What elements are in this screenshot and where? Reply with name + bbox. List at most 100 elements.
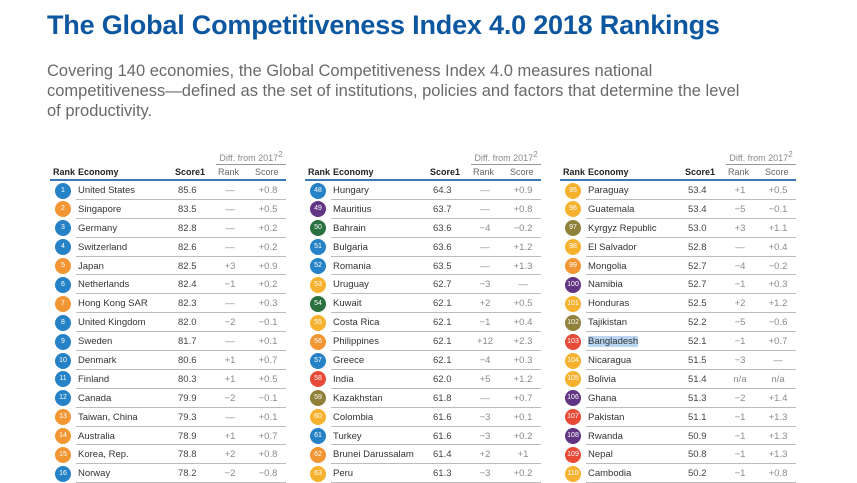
rank-badge: 109	[565, 446, 581, 463]
score-value: 63.5	[433, 260, 452, 272]
rank-badge: 13	[55, 409, 71, 426]
economy-name: Romania	[333, 260, 372, 272]
rank-change: +5	[479, 373, 491, 385]
score-value: 53.4	[688, 203, 707, 215]
rank-badge: 57	[310, 352, 326, 369]
rank-change: −2	[224, 468, 236, 480]
row-divider	[331, 274, 541, 276]
table-row: 95 Paraguay 53.4 +1 +0.5	[560, 181, 796, 200]
score-change: +0.5	[258, 373, 278, 385]
economy-name: Guatemala	[588, 203, 635, 215]
score-value: 80.3	[178, 373, 197, 385]
score-value: 52.8	[688, 241, 707, 253]
row-divider	[586, 350, 796, 352]
score-change: +2.3	[513, 336, 533, 348]
score-value: 52.7	[688, 279, 707, 291]
row-divider	[76, 293, 286, 295]
score-value: 53.0	[688, 222, 707, 234]
score-value: 50.2	[688, 468, 707, 480]
header-diff-rank: Rank	[473, 167, 495, 177]
economy-name: Honduras	[588, 298, 630, 310]
economy-name: Uruguay	[333, 279, 369, 291]
rank-badge: 110	[565, 465, 581, 482]
row-divider	[586, 293, 796, 295]
row-divider	[76, 463, 286, 465]
score-value: 61.6	[433, 430, 452, 442]
rank-badge: 106	[565, 390, 581, 407]
score-change: +1.3	[768, 411, 788, 423]
row-divider	[586, 255, 796, 257]
economy-name: Korea, Rep.	[78, 449, 129, 461]
table-row: 11 Finland 80.3 +1 +0.5	[50, 370, 286, 389]
rank-change: −1	[734, 430, 746, 442]
header-score: Score1	[685, 167, 716, 177]
rank-badge: 3	[55, 220, 71, 237]
score-change: +0.4	[513, 317, 533, 329]
table-row: 52 Romania 63.5 — +1.3	[305, 257, 541, 276]
economy-name: Bulgaria	[333, 241, 368, 253]
economy-name: Kazakhstan	[333, 392, 383, 404]
rank-change: −1	[479, 317, 491, 329]
header-diff-score: Score	[510, 167, 534, 177]
score-value: 61.6	[433, 411, 452, 423]
row-divider	[331, 406, 541, 408]
score-change: +0.8	[258, 185, 278, 196]
table-row: 99 Mongolia 52.7 −4 −0.2	[560, 257, 796, 276]
header-diff-rank: Rank	[218, 167, 240, 177]
score-change: +1.4	[768, 392, 788, 404]
economy-name: Colombia	[333, 411, 374, 423]
rank-change: —	[480, 203, 490, 215]
score-change: +0.2	[258, 222, 278, 234]
table-row: 8 United Kingdom 82.0 −2 −0.1	[50, 313, 286, 333]
score-value: 78.2	[178, 468, 197, 480]
rank-change: +2	[224, 449, 236, 461]
rank-badge: 6	[55, 276, 71, 293]
score-change: +1.2	[768, 298, 788, 310]
score-change: +0.5	[768, 185, 788, 196]
rank-badge: 2	[55, 201, 71, 218]
row-divider	[331, 217, 541, 219]
score-value: 62.1	[433, 317, 452, 329]
score-value: 82.6	[178, 241, 197, 253]
row-divider	[76, 406, 286, 408]
score-value: 52.2	[688, 317, 707, 329]
score-value: 51.4	[688, 373, 707, 385]
score-change: +0.1	[258, 336, 278, 348]
score-change: +0.7	[768, 336, 788, 348]
score-value: 83.5	[178, 203, 197, 215]
row-divider	[586, 217, 796, 219]
economy-name: Philippines	[333, 336, 379, 348]
score-change: +1.2	[513, 241, 533, 253]
economy-name: Bahrain	[333, 222, 366, 234]
rank-change: −1	[734, 336, 746, 348]
row-divider	[586, 387, 796, 389]
table-row: 101 Honduras 52.5 +2 +1.2	[560, 294, 796, 314]
rank-badge: 53	[310, 276, 326, 293]
row-divider	[586, 406, 796, 408]
rank-change: +2	[734, 298, 746, 310]
score-value: 80.6	[178, 355, 197, 367]
table-row: 9 Sweden 81.7 — +0.1	[50, 332, 286, 352]
score-change: +0.2	[258, 279, 278, 291]
rank-change: −1	[734, 468, 746, 480]
economy-name: Bangladesh	[588, 336, 639, 348]
rank-badge: 56	[310, 333, 326, 350]
row-divider	[586, 463, 796, 465]
rank-badge: 98	[565, 239, 581, 256]
score-change: +0.5	[513, 298, 533, 310]
rank-badge: 12	[55, 390, 71, 407]
score-change: +0.8	[513, 203, 533, 215]
score-value: 82.8	[178, 222, 197, 234]
rank-badge: 100	[565, 276, 581, 293]
rank-badge: 101	[565, 295, 581, 312]
score-change: −0.2	[768, 260, 788, 272]
table-row: 107 Pakistan 51.1 −1 +1.3	[560, 408, 796, 427]
score-change: +1.2	[513, 373, 533, 385]
footnote-marker: 2	[278, 150, 283, 159]
score-value: 62.7	[433, 279, 452, 291]
table-row: 62 Brunei Darussalam 61.4 +2 +1	[305, 445, 541, 465]
economy-name: Sweden	[78, 336, 113, 348]
header-diff-score: Score	[765, 167, 789, 177]
score-change: −0.8	[258, 468, 278, 480]
row-divider	[76, 368, 286, 370]
